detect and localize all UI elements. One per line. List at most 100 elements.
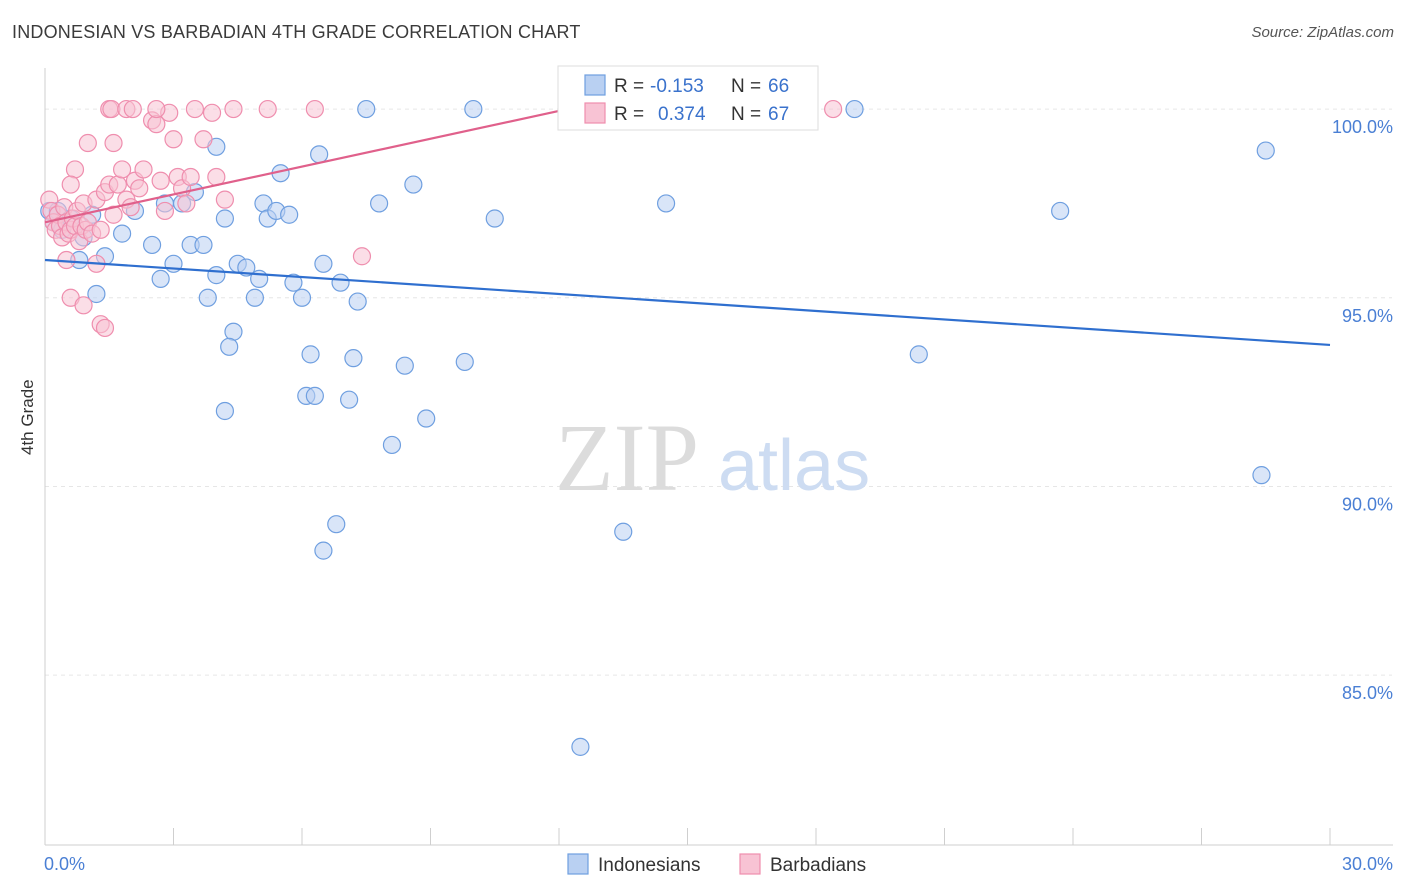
point-indonesians: [305, 386, 324, 405]
point-barbadians: [134, 160, 153, 179]
stats-swatch-barbadians: [584, 102, 606, 124]
y-tick-label: 85.0%: [1342, 683, 1393, 703]
stats-n-label-barbadians: N =: [731, 104, 761, 125]
point-indonesians: [207, 266, 226, 285]
watermark-atlas: atlas: [718, 426, 870, 506]
point-indonesians: [292, 288, 312, 307]
point-barbadians: [224, 99, 243, 119]
point-indonesians: [314, 254, 333, 273]
point-indonesians: [1252, 466, 1271, 485]
legend: Indonesians Barbadians: [567, 853, 866, 876]
chart-source: Source: ZipAtlas.com: [1251, 24, 1394, 41]
point-barbadians: [155, 201, 175, 221]
point-indonesians: [571, 737, 590, 756]
point-indonesians: [198, 288, 217, 307]
point-indonesians: [340, 390, 359, 409]
point-barbadians: [61, 175, 80, 194]
point-barbadians: [185, 99, 205, 119]
chart-title: INDONESIAN VS BARBADIAN 4TH GRADE CORREL…: [12, 22, 581, 42]
axes-layer: 85.0% 90.0% 95.0% 100.0% 0.0% 30.0%: [44, 68, 1393, 874]
point-indonesians: [314, 541, 333, 560]
point-barbadians: [258, 99, 277, 119]
point-indonesians: [417, 409, 436, 428]
legend-label-barbadians: Barbadians: [770, 855, 866, 876]
point-barbadians: [181, 167, 200, 187]
point-indonesians: [395, 356, 414, 375]
point-indonesians: [656, 194, 676, 213]
stats-n-value-indonesians: 66: [768, 76, 789, 97]
point-indonesians: [237, 258, 256, 277]
point-barbadians: [65, 160, 85, 179]
point-indonesians: [142, 235, 162, 255]
point-barbadians: [78, 133, 97, 153]
point-indonesians: [327, 515, 346, 534]
point-barbadians: [121, 198, 140, 217]
point-barbadians: [202, 103, 222, 122]
point-indonesians: [194, 235, 213, 255]
y-tick-label: 90.0%: [1342, 494, 1393, 514]
point-indonesians: [301, 345, 320, 364]
point-barbadians: [305, 99, 324, 119]
point-indonesians: [151, 269, 170, 288]
legend-label-indonesians: Indonesians: [598, 855, 700, 876]
point-indonesians: [280, 205, 299, 224]
point-barbadians: [95, 318, 115, 338]
grid-layer: [45, 108, 1392, 676]
point-indonesians: [348, 292, 367, 311]
point-indonesians: [455, 352, 474, 372]
point-barbadians: [108, 175, 127, 194]
stats-swatch-indonesians: [584, 74, 606, 96]
point-indonesians: [404, 175, 423, 194]
points-layer: [40, 99, 1275, 756]
watermark: ZIP atlas: [555, 404, 870, 511]
point-indonesians: [1256, 141, 1275, 160]
point-indonesians: [331, 273, 350, 292]
point-barbadians: [194, 130, 213, 149]
point-indonesians: [485, 209, 504, 228]
point-indonesians: [245, 288, 264, 307]
stats-r-label-indonesians: R =: [614, 76, 644, 97]
trend-layer: [44, 106, 1331, 347]
point-barbadians: [164, 130, 183, 149]
stats-r-value-indonesians: -0.153: [650, 76, 704, 97]
point-barbadians: [112, 160, 132, 179]
trend-line-barbadians: [44, 106, 577, 224]
point-indonesians: [310, 145, 329, 164]
point-indonesians: [112, 224, 132, 243]
point-barbadians: [215, 190, 234, 209]
point-indonesians: [215, 401, 234, 421]
point-barbadians: [104, 133, 123, 153]
point-barbadians: [74, 296, 93, 315]
point-indonesians: [909, 345, 928, 364]
point-indonesians: [344, 349, 363, 368]
x-tick-label: 30.0%: [1342, 854, 1393, 874]
point-indonesians: [357, 99, 376, 119]
point-indonesians: [284, 273, 303, 292]
point-barbadians: [104, 205, 123, 224]
x-tick-label: 0.0%: [44, 854, 85, 874]
point-indonesians: [220, 337, 239, 356]
point-barbadians: [151, 171, 170, 190]
trend-line-indonesians: [44, 258, 1331, 347]
point-indonesians: [845, 99, 864, 119]
point-barbadians: [91, 220, 110, 239]
point-indonesians: [215, 209, 234, 228]
legend-swatch-barbadians: [739, 853, 761, 875]
point-indonesians: [1051, 201, 1070, 221]
point-indonesians: [614, 522, 633, 541]
point-barbadians: [177, 194, 196, 213]
stats-box: R = -0.153 N = 66 R = 0.374 N = 67: [557, 65, 819, 131]
point-indonesians: [370, 194, 389, 213]
point-indonesians: [224, 322, 243, 341]
stats-r-label-barbadians: R =: [614, 104, 644, 125]
point-barbadians: [352, 247, 372, 266]
point-indonesians: [87, 284, 106, 304]
point-indonesians: [382, 435, 402, 455]
stats-n-label-indonesians: N =: [731, 76, 761, 97]
point-barbadians: [130, 179, 149, 198]
stats-n-value-barbadians: 67: [768, 104, 789, 125]
y-tick-label: 100.0%: [1332, 117, 1393, 137]
y-tick-label: 95.0%: [1342, 306, 1393, 326]
point-indonesians: [464, 99, 483, 119]
